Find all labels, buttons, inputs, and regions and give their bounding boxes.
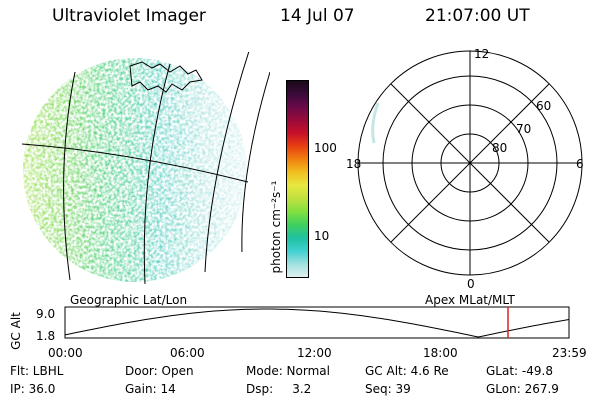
info-glat: GLat: -49.8: [486, 364, 553, 378]
altitude-plot: 9.0 1.8 GC Alt: [9, 306, 570, 350]
altitude-curve: [64, 308, 570, 338]
alt-ytick-1.8: 1.8: [36, 329, 55, 343]
mlt-label-6: 6: [576, 157, 584, 171]
info-ip: IP: 36.0: [10, 382, 56, 396]
info-gcalt: GC Alt: 4.6 Re: [365, 364, 449, 378]
info-gain: Gain: 14: [125, 382, 176, 396]
info-mode: Mode: Normal: [246, 364, 330, 378]
alt-xtick-2359: 23:59: [552, 346, 587, 360]
apex-label: Apex MLat/MLT: [425, 293, 515, 307]
polar-plot: 12 18 6 0 60 70 80: [346, 47, 584, 290]
header-date: 14 Jul 07: [280, 6, 355, 26]
coastline: [129, 61, 203, 93]
colorbar: [286, 80, 309, 278]
colorbar-tick-10: 10: [314, 229, 330, 243]
colorbar-tick-100: 100: [314, 141, 337, 155]
mlat-label-80: 80: [492, 141, 507, 155]
mlat-label-70: 70: [516, 122, 531, 136]
mlt-label-0: 0: [467, 277, 475, 290]
info-seq: Seq: 39: [365, 382, 411, 396]
alt-axis-label: GC Alt: [9, 312, 23, 350]
alt-xtick-1200: 12:00: [297, 346, 332, 360]
alt-xtick-0600: 06:00: [170, 346, 205, 360]
mlt-label-12: 12: [474, 47, 489, 61]
alt-ytick-9: 9.0: [36, 307, 55, 321]
info-door: Door: Open: [125, 364, 194, 378]
info-dsp: Dsp: 3.2: [246, 382, 312, 396]
mlat-label-60: 60: [536, 99, 551, 113]
colorbar-unit-label: photon cm⁻²s⁻¹: [269, 180, 283, 274]
info-flt: Flt: LBHL: [10, 364, 64, 378]
info-glon: GLon: 267.9: [486, 382, 559, 396]
instrument-title: Ultraviolet Imager: [52, 6, 206, 26]
alt-xtick-0000: 00:00: [48, 346, 83, 360]
mlt-label-18: 18: [346, 157, 361, 171]
alt-xtick-1800: 18:00: [423, 346, 458, 360]
header-time: 21:07:00 UT: [425, 6, 530, 26]
geographic-map: [21, 52, 270, 285]
geographic-label: Geographic Lat/Lon: [70, 293, 188, 307]
